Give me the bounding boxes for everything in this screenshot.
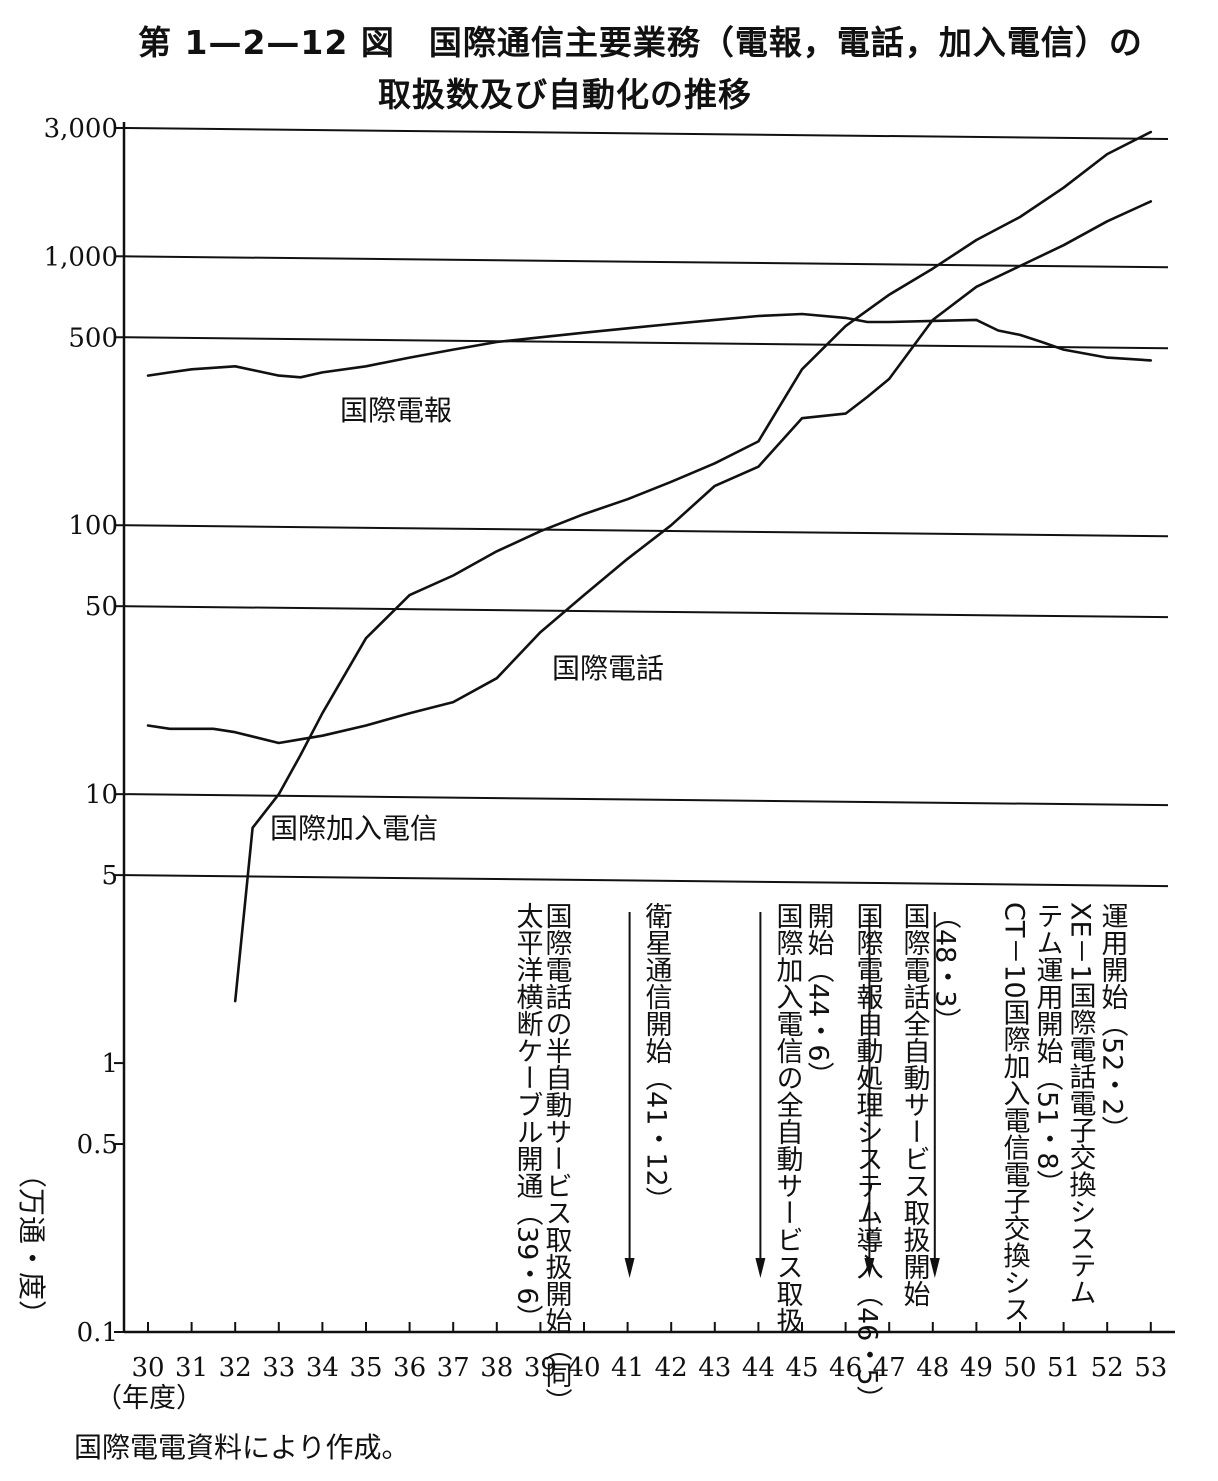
x-tick-label: 35 [349,1353,382,1383]
gridline [123,874,1169,888]
event-annotation: 国際加入電信の全自動サービス取扱 [772,902,804,1334]
x-tick-label: 41 [611,1353,644,1383]
x-tick-label: 45 [785,1353,818,1383]
gridline [123,255,1169,269]
series-label: 国際加入電信 [270,812,438,845]
x-tick-label: 32 [219,1353,252,1383]
event-annotation: テム運用開始（51・8） [1032,902,1064,1197]
x-tick-label: 42 [655,1353,688,1383]
gridline [123,605,1169,619]
chart-title-line-1: 第 1—2—12 図 国際通信主要業務（電報，電話，加入電信）の [138,23,1143,62]
series-label: 国際電報 [340,394,452,427]
source-note: 国際電電資料により作成。 [74,1431,410,1464]
event-annotation: 衛星通信開始（41・12） [641,902,673,1214]
y-tick-label: 1 [101,1049,118,1079]
x-tick-label: 39 [524,1353,557,1383]
gridline [123,524,1169,538]
y-tick-label: 0.5 [77,1130,118,1160]
x-tick-label: 33 [262,1353,295,1383]
series-label: 国際電話 [552,652,664,685]
event-annotation: 国際電話の半自動サービス取扱開始（同） [541,902,573,1415]
y-tick-label: 3,000 [44,114,118,144]
x-tick-label: 40 [567,1353,600,1383]
x-tick-label: 47 [873,1353,906,1383]
x-tick-label: 46 [829,1353,862,1383]
x-tick-label: 31 [175,1353,208,1383]
y-tick-label: 1,000 [44,242,118,272]
x-tick-label: 52 [1091,1353,1124,1383]
x-tick-label: 43 [698,1353,731,1383]
x-tick-label: 51 [1047,1353,1080,1383]
x-tick-label: 37 [437,1353,470,1383]
y-tick-label: 0.1 [77,1318,118,1348]
y-tick-label: 50 [85,592,118,622]
event-annotation: 国際電話全自動サービス取扱開始 [899,902,931,1307]
event-arrow-head [929,1258,940,1278]
event-annotation: 開始（44・6） [803,902,835,1089]
gridline [123,336,1169,350]
event-annotation: 太平洋横断ケーブル開通（39・6） [512,902,544,1332]
series-line-1 [146,312,1153,379]
y-tick-label: 500 [68,323,118,353]
series-line-2 [146,200,1153,745]
event-annotation: 運用開始（52・2） [1097,902,1129,1143]
x-tick-label: 34 [306,1353,339,1383]
event-arrow-head [864,1258,875,1278]
event-annotation: 国際電報自動処理システム導入（46・5） [852,902,884,1413]
event-annotation: CT－10国際加入電信電子交換シス [999,902,1031,1323]
event-arrow-head [755,1258,766,1278]
series-line-3 [233,130,1153,1003]
x-tick-label: 44 [742,1353,775,1383]
y-tick-label: 10 [85,780,118,810]
x-tick-label: 50 [1003,1353,1036,1383]
chart-title-line-2: 取扱数及び自動化の推移 [378,75,752,114]
gridline [123,793,1169,807]
event-annotation: （48・3） [930,902,962,1035]
event-arrow-head [624,1258,635,1278]
y-axis-unit-label: （万通・度） [15,1160,48,1328]
x-tick-label: 48 [916,1353,949,1383]
y-tick-label: 5 [101,861,118,891]
x-tick-label: 49 [960,1353,993,1383]
x-tick-label: 53 [1134,1353,1167,1383]
y-tick-label: 100 [68,511,118,541]
event-annotation: XE－1国際電話電子交換システム [1065,902,1097,1306]
x-axis-unit-label: （年度） [95,1383,203,1414]
gridline [123,127,1169,140]
x-tick-label: 36 [393,1353,426,1383]
x-tick-label: 38 [480,1353,513,1383]
x-tick-label: 30 [131,1353,164,1383]
